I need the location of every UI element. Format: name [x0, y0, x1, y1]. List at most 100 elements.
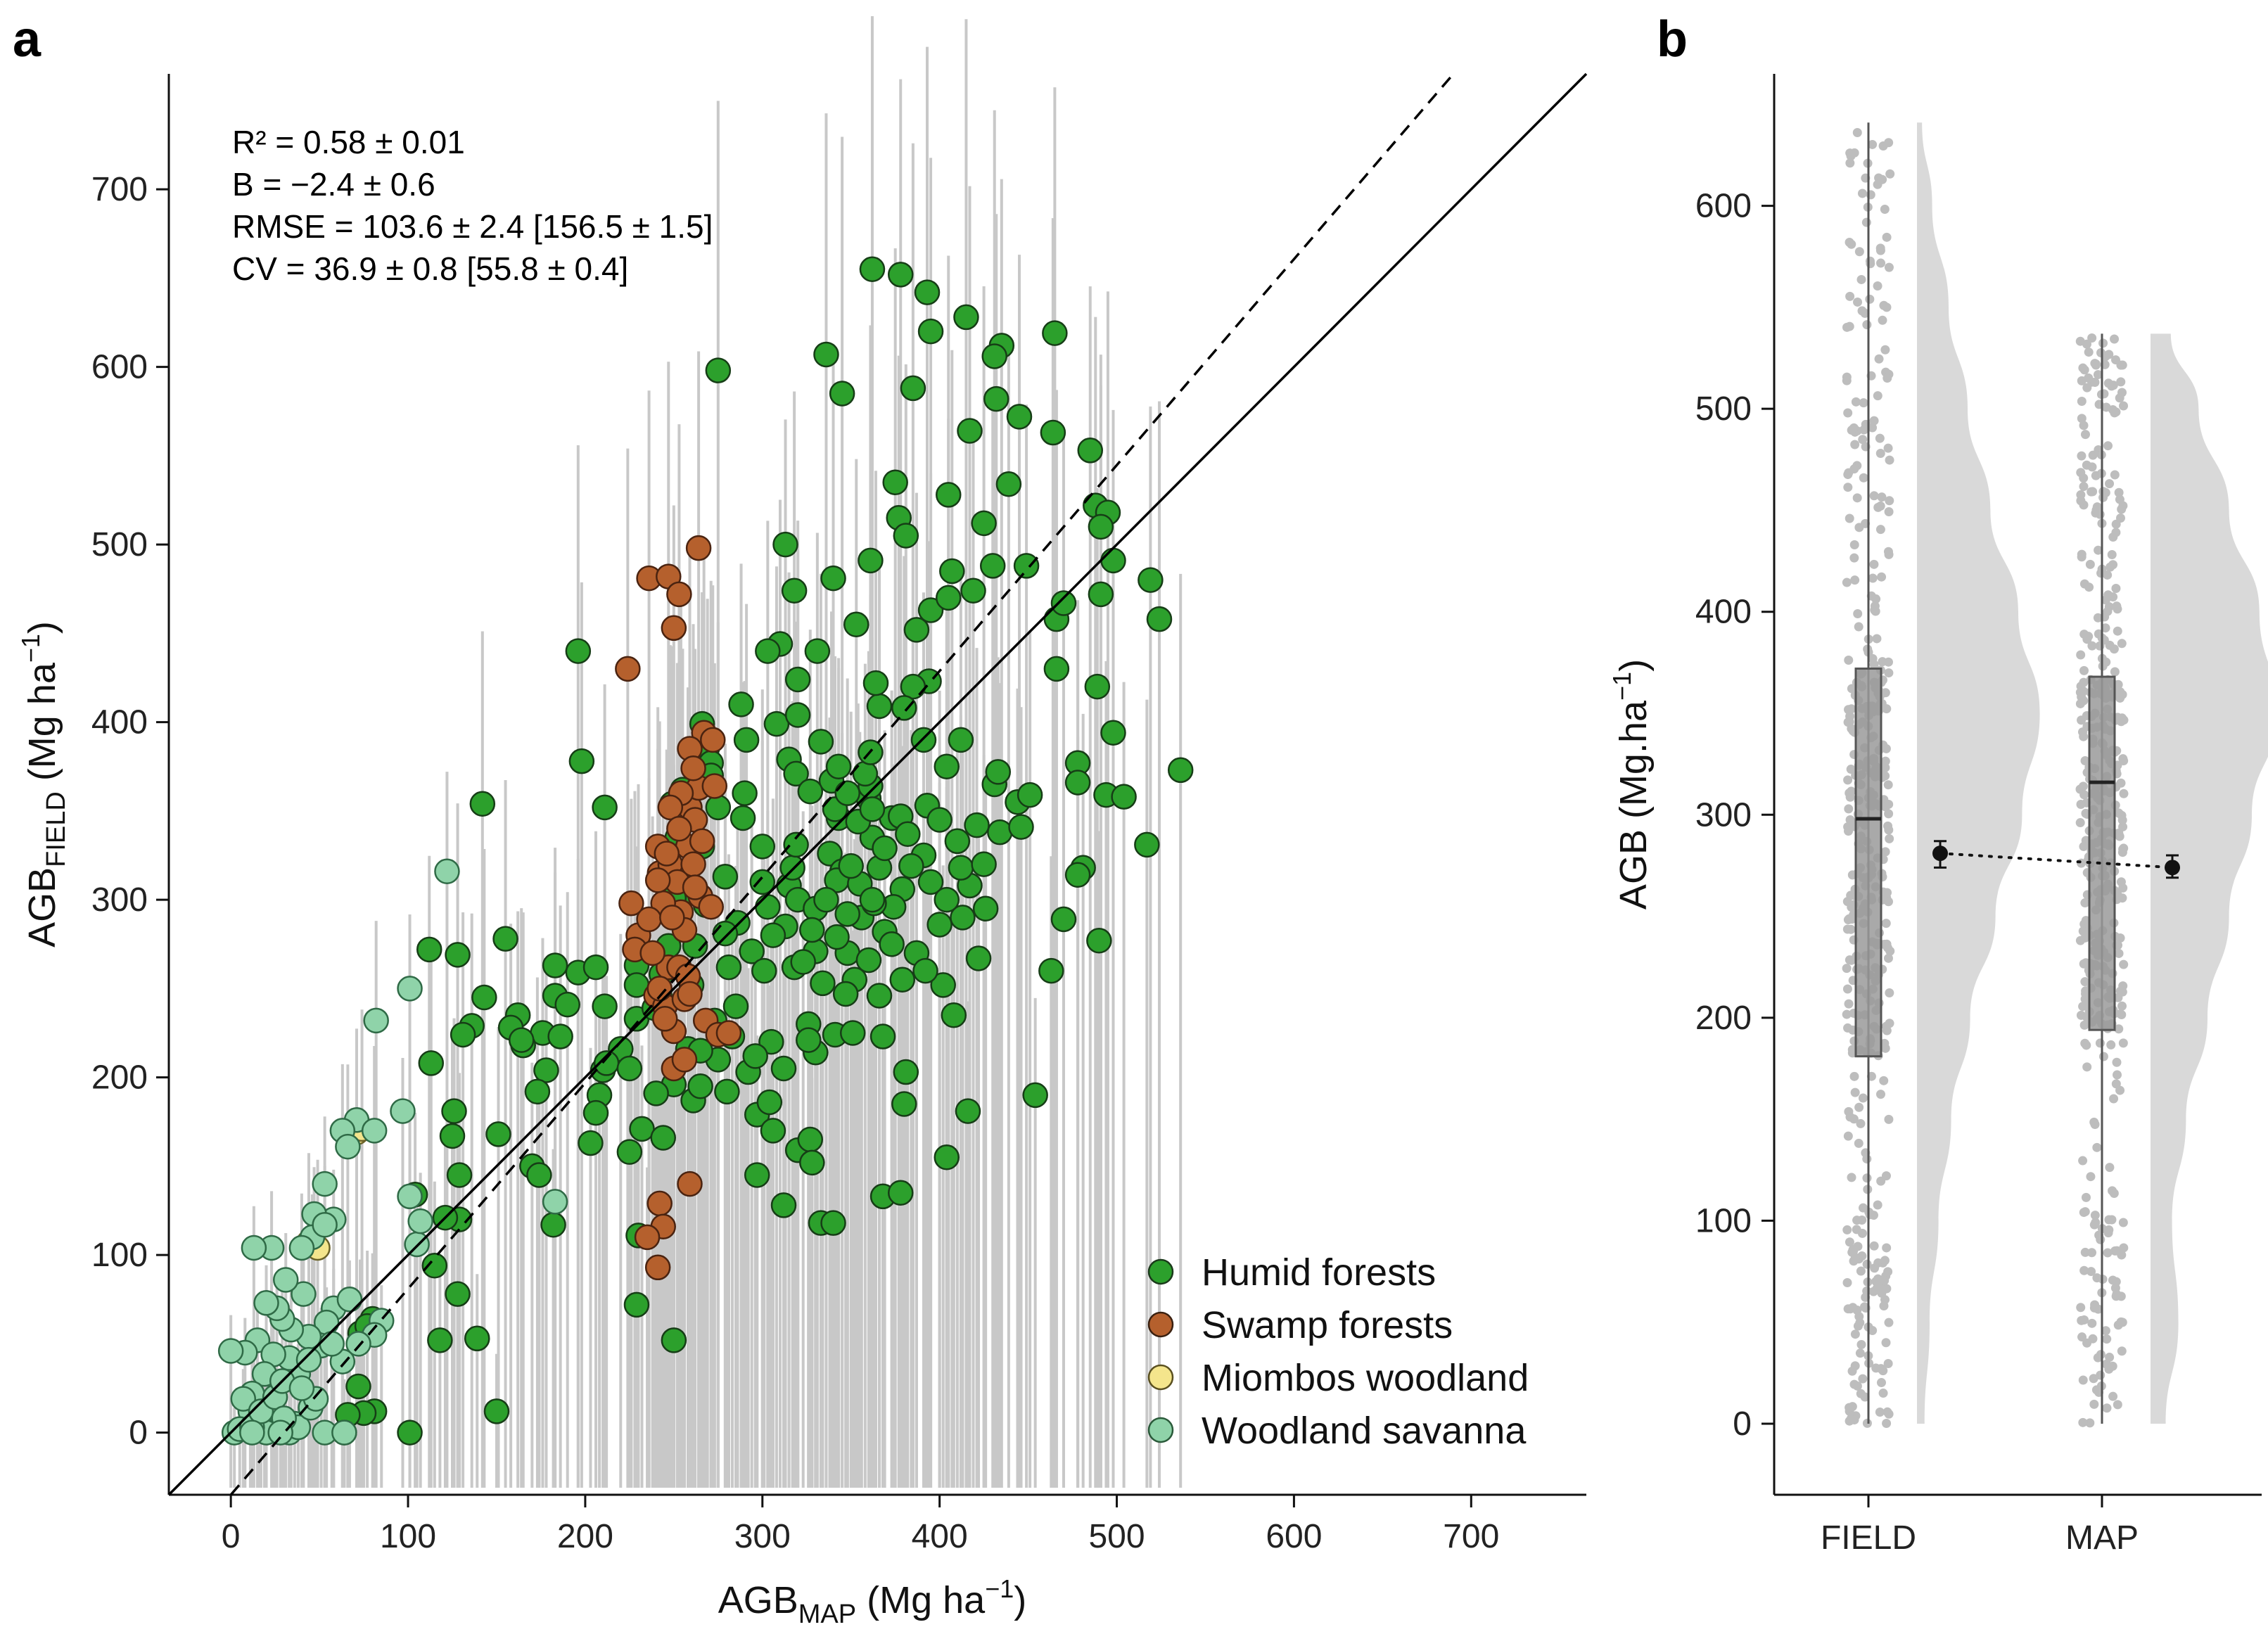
- jitter-point: [2087, 1318, 2097, 1328]
- scatter-point: [859, 796, 886, 822]
- jitter-point: [1862, 1154, 1872, 1164]
- scatter-point: [972, 895, 999, 921]
- scatter-point: [712, 920, 739, 947]
- scatter-point: [629, 1116, 655, 1142]
- scatter-point: [756, 1089, 783, 1116]
- scatter-point: [772, 531, 798, 558]
- jitter-point: [1881, 919, 1891, 929]
- scatter-point: [714, 1078, 740, 1105]
- jitter-point: [2118, 822, 2128, 831]
- jitter-point: [1848, 1245, 1858, 1255]
- b-y-tick-label: 400: [1695, 594, 1752, 631]
- jitter-point: [2119, 959, 2129, 969]
- jitter-point: [1876, 1364, 1886, 1374]
- stat-bias: B = −2.4 ± 0.6: [232, 166, 435, 203]
- scatter-point: [887, 262, 914, 288]
- jitter-point: [1847, 786, 1856, 796]
- scatter-point: [483, 1398, 510, 1424]
- jitter-point: [1875, 1408, 1885, 1417]
- jitter-point: [1853, 297, 1863, 307]
- x-tick-label: 300: [734, 1518, 791, 1555]
- scatter-point: [941, 1002, 967, 1028]
- jitter-point: [2076, 496, 2086, 506]
- jitter-point: [2079, 421, 2089, 430]
- jitter-point: [2119, 789, 2129, 798]
- jitter-point: [1870, 601, 1880, 611]
- jitter-point: [2079, 1020, 2089, 1030]
- scatter-point: [547, 1023, 573, 1049]
- jitter-point: [2075, 687, 2085, 697]
- jitter-point: [1869, 491, 1879, 501]
- jitter-point: [2075, 936, 2085, 945]
- scatter-point: [1038, 957, 1064, 984]
- b-y-axis-title: AGB (Mg.ha−1): [1607, 659, 1655, 910]
- jitter-point: [2113, 1400, 2122, 1410]
- scatter-ticks: 0 100 200 300 400 500 600 700 0 100 200 300 400 500 60…: [91, 171, 1499, 1555]
- scatter-point: [939, 558, 965, 585]
- density-field: [1917, 122, 2040, 1424]
- jitter-point: [1882, 232, 1892, 242]
- scatter-point: [241, 1234, 267, 1261]
- jitter-point: [2079, 1315, 2089, 1325]
- scatter-point: [677, 981, 703, 1007]
- jitter-point: [1842, 1009, 1852, 1019]
- jitter-point: [1884, 825, 1894, 835]
- scatter-point: [335, 1133, 361, 1160]
- jitter-point: [1842, 578, 1852, 587]
- jitter-point: [2075, 818, 2085, 828]
- jitter-point: [1883, 443, 1893, 453]
- scatter-point: [1088, 581, 1114, 608]
- jitter-point: [1849, 540, 1859, 549]
- jitter-point: [2108, 560, 2118, 570]
- scatter-point: [879, 931, 905, 957]
- jitter-point: [2081, 916, 2091, 926]
- jitter-point: [1875, 243, 1885, 253]
- y-tick-label: 100: [91, 1237, 148, 1274]
- jitter-point: [1865, 294, 1875, 304]
- jitter-point: [2108, 1361, 2117, 1371]
- jitter-point: [1884, 506, 1894, 516]
- scatter-point: [288, 1375, 315, 1401]
- jitter-point: [1881, 1171, 1891, 1181]
- jitter-point: [1882, 1419, 1892, 1429]
- jitter-point: [2076, 799, 2086, 809]
- panel-a-label: a: [13, 11, 42, 68]
- jitter-point: [1843, 483, 1853, 492]
- jitter-point: [1842, 1278, 1852, 1288]
- scatter-point: [808, 729, 834, 755]
- scatter-point: [407, 1208, 433, 1234]
- jitter-point: [1862, 1286, 1872, 1296]
- scatter-point: [363, 1007, 389, 1034]
- jitter-point: [2089, 1117, 2099, 1127]
- jitter-point: [2110, 1283, 2120, 1293]
- scatter-point: [910, 727, 937, 753]
- jitter-point: [2076, 650, 2086, 660]
- jitter-point: [1850, 1329, 1860, 1339]
- jitter-point: [1869, 660, 1879, 670]
- jitter-point: [2103, 1248, 2113, 1258]
- scatter-point: [705, 794, 732, 821]
- jitter-point: [1883, 1358, 1893, 1368]
- panel-b-label: b: [1657, 11, 1688, 68]
- jitter-point: [1854, 1138, 1864, 1148]
- scatter-point: [858, 547, 884, 574]
- jitter-point: [1873, 179, 1882, 189]
- jitter-point: [2108, 1275, 2117, 1285]
- jitter-point: [2117, 639, 2127, 649]
- scatter-point: [526, 1162, 552, 1188]
- jitter-point: [1883, 780, 1893, 790]
- jitter-point: [1858, 1093, 1868, 1103]
- jitter-point: [1879, 1301, 1889, 1310]
- scatter-point: [981, 343, 1007, 369]
- scatter-point: [592, 993, 618, 1019]
- jitter-point: [2109, 1188, 2119, 1198]
- scatter-point: [1042, 320, 1068, 346]
- scatter-point: [701, 773, 728, 799]
- jitter-point: [1847, 1173, 1856, 1182]
- jitter-point: [2087, 462, 2097, 472]
- boxplot-ticks: 0 100 200 300 400 500 600 FIELD MAP: [1695, 188, 2139, 1557]
- jitter-point: [2110, 470, 2120, 480]
- jitter-point: [2079, 841, 2089, 851]
- jitter-point: [1844, 705, 1854, 715]
- x-tick-label: 500: [1088, 1518, 1145, 1555]
